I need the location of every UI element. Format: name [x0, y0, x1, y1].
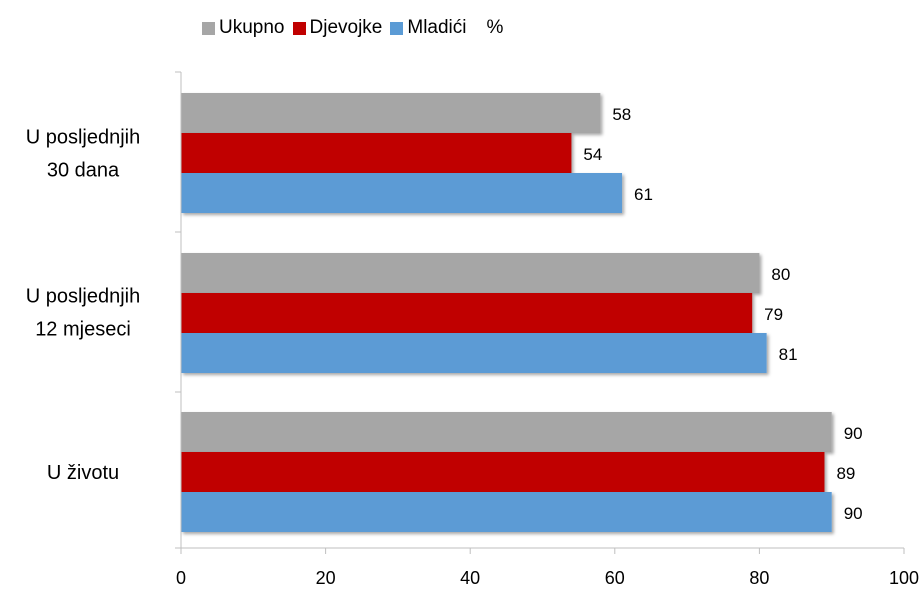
- legend-swatch-mladici: [390, 21, 404, 35]
- x-tick-label-0: 0: [176, 568, 186, 588]
- legend-label-ukupno: Ukupno: [219, 17, 285, 38]
- legend-item-mladici[interactable]: Mladići: [390, 17, 467, 39]
- x-tick-label-20: 20: [316, 568, 336, 588]
- bar-mladici-u-posljednjih-12-mjeseci: [181, 333, 767, 373]
- legend-swatch-djevojke: [292, 21, 306, 35]
- bar-djevojke-u-zivotu: [181, 452, 825, 492]
- bar-djevojke-u-posljednjih-30-dana: [181, 133, 572, 173]
- legend-label-djevojke: Djevojke: [309, 17, 383, 38]
- category-label-u-posljednjih-12-mjeseci: U posljednjih 12 mjeseci: [26, 286, 141, 341]
- bar-djevojke-u-posljednjih-12-mjeseci: [181, 293, 753, 333]
- bar-ukupno-u-zivotu: [181, 412, 832, 452]
- value-label-djevojke-u-posljednjih-12-mjeseci: 79: [764, 305, 783, 324]
- bar-ukupno-u-posljednjih-12-mjeseci: [181, 253, 760, 293]
- value-label-ukupno-u-zivotu: 90: [844, 424, 863, 443]
- value-label-mladici-u-posljednjih-12-mjeseci: 81: [779, 345, 798, 364]
- legend-item-djevojke[interactable]: Djevojke: [292, 17, 383, 39]
- category-label-u-zivotu: U životu: [47, 462, 119, 484]
- bar-mladici-u-zivotu: [181, 492, 832, 532]
- legend-swatch-ukupno: [202, 21, 215, 35]
- value-label-mladici-u-zivotu: 90: [844, 504, 863, 523]
- category-label-u-posljednjih-30-dana: U posljednjih 30 dana: [26, 127, 141, 182]
- legend-label-mladici: Mladići: [407, 17, 467, 38]
- value-label-ukupno-u-posljednjih-30-dana: 58: [612, 105, 631, 124]
- value-label-djevojke-u-posljednjih-30-dana: 54: [583, 145, 602, 164]
- x-tick-label-40: 40: [460, 568, 480, 588]
- value-label-ukupno-u-posljednjih-12-mjeseci: 80: [771, 265, 790, 284]
- value-label-mladici-u-posljednjih-30-dana: 61: [634, 185, 653, 204]
- bar-ukupno-u-posljednjih-30-dana: [181, 93, 601, 133]
- chart-legend: Ukupno Djevojke Mladići %: [202, 17, 503, 39]
- x-tick-label-60: 60: [605, 568, 625, 588]
- unit-label: %: [486, 17, 504, 38]
- legend-item-ukupno[interactable]: Ukupno: [202, 17, 285, 39]
- x-tick-label-80: 80: [749, 568, 769, 588]
- bar-mladici-u-posljednjih-30-dana: [181, 173, 623, 213]
- x-tick-label-100: 100: [889, 568, 919, 588]
- value-label-djevojke-u-zivotu: 89: [836, 464, 855, 483]
